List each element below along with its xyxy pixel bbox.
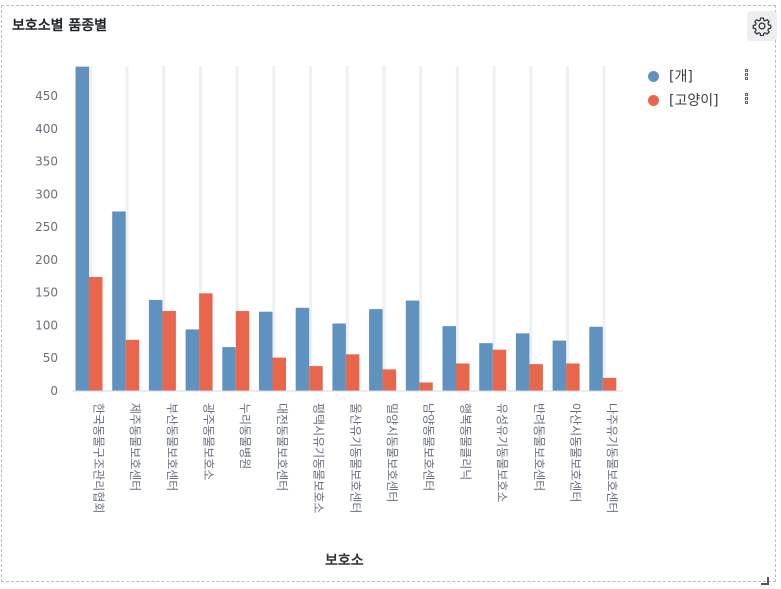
y-tick-label: 350 xyxy=(35,155,58,169)
x-tick-label: 광주동물보호소 xyxy=(201,403,215,480)
legend-dot-dog xyxy=(648,70,659,82)
x-tick-label: 부산동물보호센터 xyxy=(165,403,179,491)
bar xyxy=(369,309,383,391)
x-tick-label: 밀양시동물보호센터 xyxy=(385,403,399,502)
y-tick-label: 450 xyxy=(35,89,58,103)
y-tick-label: 300 xyxy=(35,187,58,201)
bar xyxy=(112,211,126,391)
legend-menu-icon[interactable] xyxy=(745,93,749,105)
legend-label-cat: [고양이] xyxy=(669,93,719,109)
bar xyxy=(602,377,617,391)
x-tick-label: 울산유기동물보호센터 xyxy=(348,403,362,513)
bar xyxy=(442,326,456,391)
settings-gear-glyph xyxy=(752,17,772,36)
resize-handle[interactable] xyxy=(761,577,769,585)
bar xyxy=(566,363,580,391)
legend-menu-icon[interactable] xyxy=(745,69,749,81)
bar xyxy=(589,326,603,391)
y-tick-label: 100 xyxy=(35,318,58,332)
bar xyxy=(75,66,89,392)
x-tick-label: 반려동물보호센터 xyxy=(532,403,546,491)
bar xyxy=(185,329,200,391)
legend-item-cat[interactable]: [고양이] xyxy=(648,88,758,112)
gear-icon[interactable] xyxy=(747,11,777,41)
x-tick-label: 행복동물클리닉 xyxy=(458,403,473,480)
x-tick-label: 아산시동물보호센터 xyxy=(568,403,582,502)
bar xyxy=(148,299,163,391)
y-tick-label: 50 xyxy=(43,351,58,365)
x-tick-label: 제주동물보호센터 xyxy=(128,403,142,491)
bar xyxy=(295,307,310,391)
bar xyxy=(222,347,236,391)
bar xyxy=(162,311,176,391)
legend: [개] [고양이] xyxy=(648,64,758,112)
x-axis-title: 보호소 xyxy=(325,553,364,569)
y-tick-label: 400 xyxy=(35,122,58,136)
x-tick-label: 나주유기동물보호센터 xyxy=(605,403,619,513)
y-tick-label: 200 xyxy=(35,253,58,267)
y-tick-label: 250 xyxy=(35,220,58,234)
bar xyxy=(456,363,470,391)
bar xyxy=(259,311,273,391)
bar xyxy=(125,339,140,391)
bar xyxy=(89,276,103,391)
chart-panel: 보호소별 품종별 xyxy=(1,5,777,585)
y-tick-label: 150 xyxy=(35,286,58,300)
panel-title: 보호소별 품종별 xyxy=(12,18,108,34)
x-tick-label: 누리동물병원 xyxy=(238,403,252,469)
bar xyxy=(235,311,250,391)
bar xyxy=(515,333,530,391)
x-tick-label: 대전동물보호센터 xyxy=(275,403,289,491)
legend-label-dog: [개] xyxy=(669,69,693,85)
bar xyxy=(272,357,286,391)
y-tick-label: 0 xyxy=(50,384,58,398)
bar xyxy=(382,369,397,391)
bar xyxy=(419,382,433,391)
bar xyxy=(199,293,213,391)
x-tick-label: 한국동물구조관리협회 xyxy=(91,403,105,513)
legend-item-dog[interactable]: [개] xyxy=(648,64,758,88)
x-tick-label: 평택시유기동물보호소 xyxy=(312,403,326,513)
bar xyxy=(529,364,543,391)
bar xyxy=(492,349,507,391)
bar xyxy=(345,354,360,391)
bar xyxy=(552,340,567,391)
x-tick-label: 유성유기동물보호소 xyxy=(495,403,509,502)
bar xyxy=(332,323,346,391)
bar xyxy=(479,343,493,391)
legend-dot-cat xyxy=(648,94,659,106)
bar xyxy=(405,300,420,391)
x-tick-label: 남양동물보호센터 xyxy=(422,403,436,491)
bar xyxy=(309,366,323,391)
